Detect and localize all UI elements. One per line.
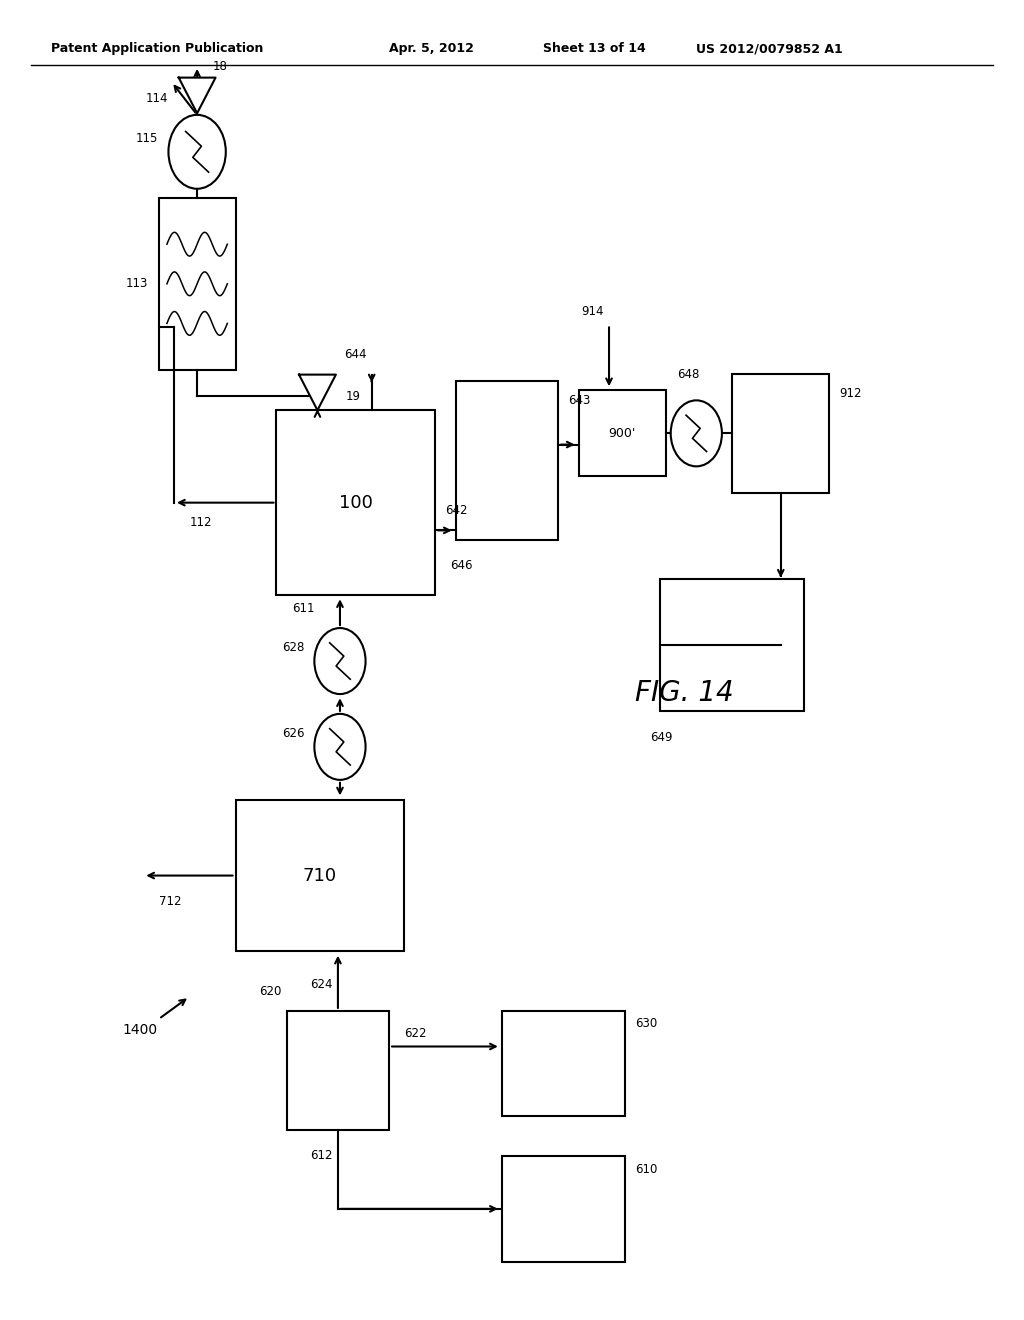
Text: US 2012/0079852 A1: US 2012/0079852 A1 <box>696 42 843 55</box>
Text: 649: 649 <box>650 731 673 744</box>
Text: 648: 648 <box>678 367 699 380</box>
Circle shape <box>168 115 225 189</box>
Text: Apr. 5, 2012: Apr. 5, 2012 <box>389 42 474 55</box>
Bar <box>660 579 804 711</box>
Text: 644: 644 <box>344 348 367 362</box>
Bar <box>502 1156 625 1262</box>
Text: 115: 115 <box>136 132 158 145</box>
Text: 100: 100 <box>339 494 373 512</box>
Bar <box>579 391 666 477</box>
Text: 114: 114 <box>146 92 168 106</box>
Bar <box>287 1011 389 1130</box>
Text: 642: 642 <box>445 504 468 517</box>
Circle shape <box>671 400 722 466</box>
Text: 710: 710 <box>303 866 337 884</box>
Text: 712: 712 <box>159 895 181 908</box>
Polygon shape <box>299 375 336 411</box>
Text: Patent Application Publication: Patent Application Publication <box>51 42 263 55</box>
Text: 914: 914 <box>582 305 604 318</box>
Text: 912: 912 <box>840 387 862 400</box>
Text: 19: 19 <box>346 389 361 403</box>
Text: 626: 626 <box>282 727 304 741</box>
Text: 620: 620 <box>259 985 282 998</box>
Bar <box>276 411 435 595</box>
Text: FIG. 14: FIG. 14 <box>635 678 733 708</box>
Text: 610: 610 <box>635 1163 657 1176</box>
Text: 646: 646 <box>451 560 473 573</box>
Text: 630: 630 <box>635 1018 657 1031</box>
Text: 612: 612 <box>310 1150 333 1163</box>
Text: 1400: 1400 <box>123 1023 158 1036</box>
Text: 643: 643 <box>568 395 591 408</box>
Circle shape <box>314 714 366 780</box>
Text: 628: 628 <box>282 642 304 655</box>
Text: 611: 611 <box>292 602 314 615</box>
Text: Sheet 13 of 14: Sheet 13 of 14 <box>543 42 645 55</box>
Text: 900': 900' <box>608 426 636 440</box>
Circle shape <box>314 628 366 694</box>
Polygon shape <box>179 78 215 114</box>
Bar <box>456 381 558 540</box>
Text: 622: 622 <box>404 1027 427 1040</box>
Bar <box>159 198 236 370</box>
Text: 18: 18 <box>213 59 227 73</box>
Bar <box>502 1011 625 1117</box>
Text: 112: 112 <box>189 516 212 529</box>
Text: 624: 624 <box>310 978 333 991</box>
Bar <box>732 374 829 492</box>
Text: 113: 113 <box>126 277 148 290</box>
Bar <box>236 800 404 952</box>
